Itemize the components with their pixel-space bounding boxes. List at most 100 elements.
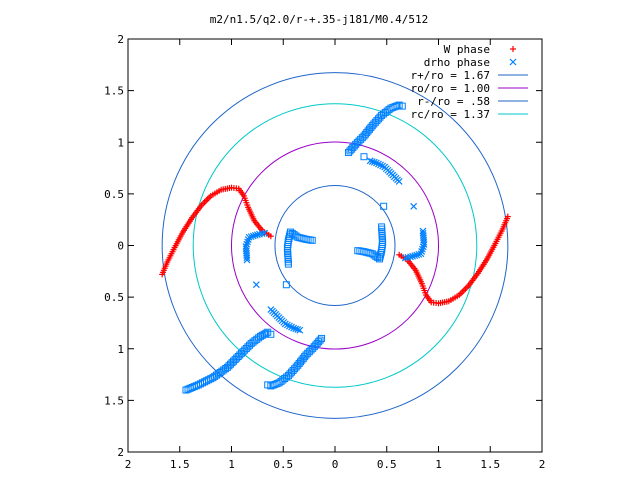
data-point (264, 381, 272, 389)
data-point (271, 380, 279, 388)
data-point (258, 230, 266, 238)
data-point (419, 243, 427, 251)
data-point (282, 281, 290, 289)
data-point (242, 243, 250, 250)
data-point (411, 252, 419, 260)
data-point (370, 158, 378, 166)
reference-circle (192, 103, 478, 388)
data-point (267, 306, 275, 313)
data-point (419, 245, 426, 253)
reference-circle (231, 141, 439, 350)
data-point (284, 256, 292, 264)
data-points (159, 101, 511, 394)
data-point (262, 329, 270, 337)
data-point (360, 153, 368, 161)
data-point (368, 158, 376, 165)
data-point (256, 230, 263, 238)
legend-label: rc/ro = 1.37 (411, 108, 490, 121)
x-tick-label: 1 (435, 458, 442, 471)
data-point (290, 324, 298, 332)
data-point (245, 233, 253, 241)
reference-circle (161, 72, 509, 419)
x-tick-label: 1.5 (480, 458, 500, 471)
data-point (372, 159, 380, 167)
data-point (252, 281, 260, 289)
data-point (286, 322, 293, 330)
data-point (296, 326, 304, 334)
data-point (267, 233, 274, 240)
data-point (407, 253, 414, 261)
data-point (393, 102, 401, 110)
data-point (249, 232, 257, 240)
data-point (247, 233, 255, 241)
y-tick-label: 2 (117, 33, 124, 46)
y-tick-label: 2 (117, 446, 124, 459)
legend-label: W phase (444, 43, 490, 56)
data-point (308, 236, 316, 244)
data-point (244, 238, 251, 246)
data-point (366, 157, 374, 165)
data-point (375, 160, 382, 168)
y-tick-label: 0 (117, 240, 124, 253)
data-point (398, 102, 406, 110)
y-tick-label: 0.5 (104, 188, 124, 201)
data-point (251, 231, 259, 239)
data-point (377, 161, 384, 169)
y-tick-label: 1 (117, 343, 124, 356)
legend-marker-sample (509, 58, 517, 66)
legend-label: ro/ro = 1.00 (411, 82, 490, 95)
data-point (284, 260, 292, 268)
data-point (378, 225, 386, 233)
data-point (395, 178, 403, 185)
data-point (415, 250, 423, 258)
data-point (378, 227, 386, 235)
reference-circle (274, 184, 396, 307)
axis-ticks: 2 1.5 1 0.5 0 0.5 1 1.5 221.510.500.511.52 (104, 33, 545, 471)
data-point (378, 230, 386, 238)
data-point (401, 254, 409, 262)
data-point (260, 330, 268, 338)
data-point (283, 321, 291, 329)
x-tick-label: 0.5 (377, 458, 397, 471)
data-point (292, 325, 300, 333)
legend-label: r+/ro = 1.67 (411, 69, 490, 82)
data-point (284, 247, 292, 255)
data-point (413, 251, 421, 259)
x-tick-label: 0.5 (273, 458, 293, 471)
data-point (378, 234, 386, 242)
legend-label: r-/ro = .58 (417, 95, 490, 108)
data-point (261, 229, 269, 237)
data-point (379, 162, 387, 170)
data-point (284, 253, 292, 261)
data-point (288, 323, 295, 331)
data-point (284, 251, 292, 259)
data-point (294, 326, 302, 333)
legend-label: drho phase (424, 56, 490, 69)
x-tick-label: 2 (539, 458, 546, 471)
data-point (417, 250, 425, 258)
y-tick-label: 1 (117, 136, 124, 149)
data-point (378, 232, 386, 240)
data-point (255, 334, 263, 342)
x-tick-label: 1 (228, 458, 235, 471)
y-tick-label: 1.5 (104, 394, 124, 407)
x-tick-label: 0 (332, 458, 339, 471)
data-point (207, 375, 215, 383)
data-point (243, 240, 251, 248)
data-point (269, 381, 277, 389)
data-point (267, 330, 275, 338)
data-point (391, 103, 399, 111)
data-point (378, 236, 386, 244)
data-point (378, 223, 386, 231)
y-tick-label: 1.5 (104, 85, 124, 98)
data-point (380, 202, 388, 210)
data-point (354, 247, 362, 255)
x-tick-label: 2 (125, 458, 132, 471)
data-point (420, 241, 428, 248)
x-tick-label: 1.5 (170, 458, 190, 471)
data-point (410, 202, 418, 210)
reference-circles (161, 72, 509, 419)
data-point (404, 253, 412, 261)
